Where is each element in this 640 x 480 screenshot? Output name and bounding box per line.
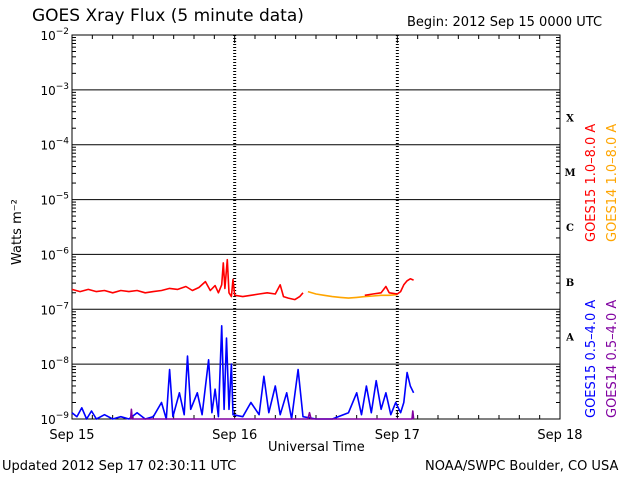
x-tick-label: Sep 17 bbox=[375, 428, 420, 443]
y-tick-label: 10−5 bbox=[40, 192, 69, 208]
flare-class-c: C bbox=[566, 223, 574, 234]
y-tick-label: 10−8 bbox=[40, 356, 69, 372]
y-axis-title: Watts m⁻² bbox=[10, 199, 25, 265]
legend-goes14-long: GOES14 1.0–8.0 A bbox=[605, 123, 620, 242]
plot-frame bbox=[71, 34, 561, 420]
flare-class-b: B bbox=[566, 278, 574, 289]
x-axis-title: Universal Time bbox=[268, 440, 365, 455]
legend-goes14-short: GOES14 0.5–4.0 A bbox=[605, 299, 620, 418]
flare-class-a: A bbox=[565, 333, 574, 344]
y-tick-label: 10−4 bbox=[40, 137, 69, 153]
y-tick-label: 10−6 bbox=[40, 246, 69, 262]
begin-time-label: Begin: 2012 Sep 15 0000 UTC bbox=[407, 15, 603, 30]
legend-goes15-short: GOES15 0.5–4.0 A bbox=[584, 299, 599, 418]
credit-label: NOAA/SWPC Boulder, CO USA bbox=[425, 459, 619, 474]
legend-goes15-long: GOES15 1.0–8.0 A bbox=[584, 123, 599, 242]
x-tick-label: Sep 18 bbox=[537, 428, 582, 443]
flare-class-x: X bbox=[566, 113, 574, 124]
series-line-1 bbox=[307, 290, 398, 299]
y-tick-label: 10−3 bbox=[40, 82, 69, 98]
series-line-0 bbox=[71, 258, 304, 301]
chart-title: GOES Xray Flux (5 minute data) bbox=[32, 6, 304, 26]
series-line-2 bbox=[364, 277, 414, 297]
series-line-3 bbox=[71, 324, 415, 420]
y-tick-label: 10−9 bbox=[40, 411, 69, 427]
x-tick-label: Sep 16 bbox=[212, 428, 257, 443]
series-line-4 bbox=[129, 408, 415, 420]
x-tick-label: Sep 15 bbox=[49, 428, 94, 443]
updated-timestamp: Updated 2012 Sep 17 02:30:11 UTC bbox=[2, 459, 237, 474]
y-tick-label: 10−2 bbox=[40, 27, 69, 43]
flare-class-m: M bbox=[564, 168, 575, 179]
y-tick-label: 10−7 bbox=[40, 301, 69, 317]
